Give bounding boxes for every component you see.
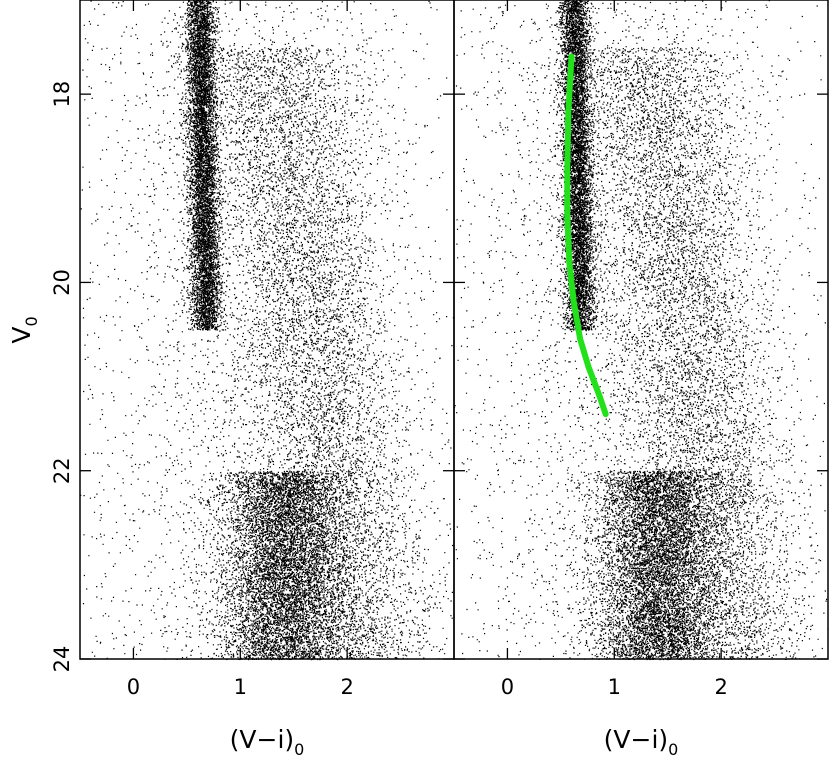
right-x-axis-label: (V−i)0 xyxy=(604,725,679,759)
y-tick-label: 20 xyxy=(50,269,74,296)
x-tick-label: 0 xyxy=(501,675,514,699)
right-ticks: 0 1 2 xyxy=(454,0,828,699)
y-tick-label: 24 xyxy=(50,646,74,673)
y-tick-label: 22 xyxy=(50,457,74,484)
y-tick-label: 18 xyxy=(50,81,74,108)
star-points xyxy=(80,0,456,661)
x-tick-label: 1 xyxy=(234,675,247,699)
x-tick-label: 2 xyxy=(714,675,727,699)
x-tick-label: 0 xyxy=(127,675,140,699)
star-points xyxy=(454,0,829,661)
right-scatter-points xyxy=(454,0,829,661)
right-overlay-line xyxy=(564,53,609,418)
left-ticks: 0 1 2 18 20 22 24 xyxy=(50,0,454,699)
right-panel: 0 1 2 (V−i)0 xyxy=(453,0,829,759)
left-scatter-points xyxy=(80,0,456,661)
left-panel: 0 1 2 18 20 22 24 (V−i)0 V0 xyxy=(7,0,456,759)
right-plot-frame xyxy=(453,0,829,660)
x-tick-label: 2 xyxy=(340,675,353,699)
left-x-axis-label: (V−i)0 xyxy=(230,725,305,759)
left-y-axis-label: V0 xyxy=(7,316,41,343)
x-tick-label: 1 xyxy=(608,675,621,699)
